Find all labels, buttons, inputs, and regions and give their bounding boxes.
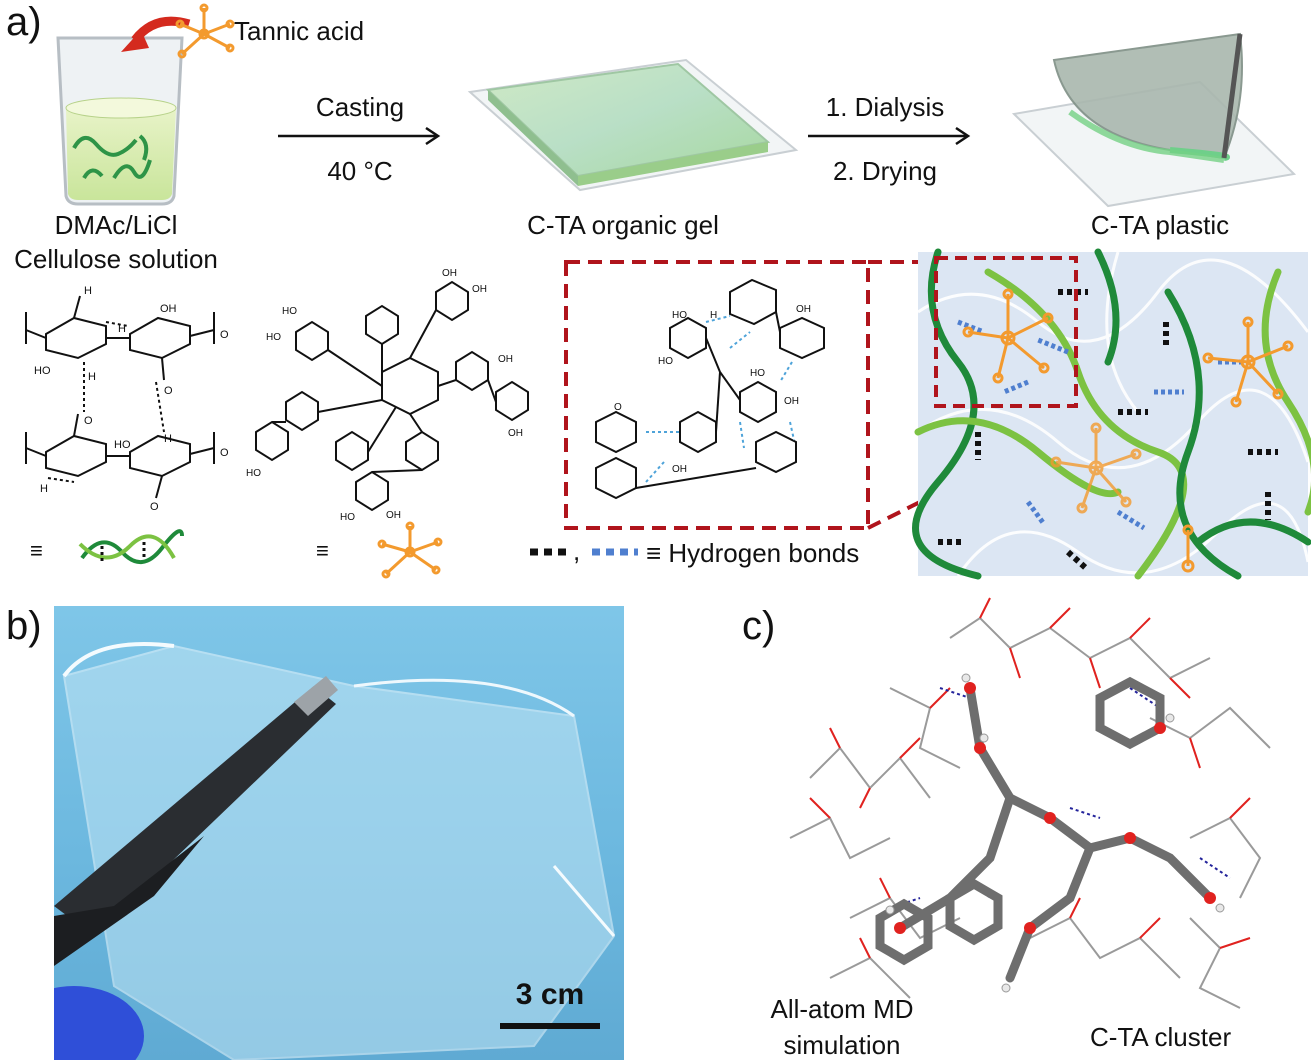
dialysis-label: 1. Dialysis xyxy=(825,92,945,122)
panel-c-letter: c) xyxy=(742,604,776,648)
svg-text:O: O xyxy=(220,447,229,459)
cellulose-chain-icon xyxy=(78,529,184,564)
hbond-legend-swatches xyxy=(530,548,638,556)
svg-text:OH: OH xyxy=(386,510,401,521)
tannic-acid-structure: OH OH HO HO OH OH HO HO OH xyxy=(246,268,529,523)
md-simulation-render xyxy=(789,597,1271,1009)
tannic-acid-label: Tannic acid xyxy=(234,16,365,46)
tannic-acid-icon-small xyxy=(377,521,443,579)
gel-label: C-TA organic gel xyxy=(527,210,719,240)
svg-text:H: H xyxy=(710,310,717,321)
solution-label-line1: DMAc/LiCl xyxy=(54,210,178,240)
beaker-illustration xyxy=(56,36,184,206)
plastic-film-illustration xyxy=(1011,32,1297,208)
tannic-acid-icon xyxy=(175,3,235,59)
scale-bar-label: 3 cm xyxy=(515,978,585,1011)
cluster-label: C-TA cluster xyxy=(1090,1022,1232,1052)
equiv-symbol-cellulose: ≡ xyxy=(30,538,43,563)
svg-text:HO: HO xyxy=(750,368,765,379)
gel-slab-illustration xyxy=(467,58,799,192)
temperature-label: 40 °C xyxy=(327,156,393,186)
legend-separator: , xyxy=(573,536,581,566)
svg-text:OH: OH xyxy=(672,464,687,475)
casting-arrow xyxy=(278,126,441,146)
svg-text:H: H xyxy=(88,371,96,383)
svg-text:OH: OH xyxy=(508,428,523,439)
svg-text:O: O xyxy=(84,415,93,427)
svg-text:HO: HO xyxy=(282,306,297,317)
svg-text:HO: HO xyxy=(672,310,687,321)
svg-text:HO: HO xyxy=(246,468,261,479)
drying-label: 2. Drying xyxy=(832,156,938,186)
svg-text:HO: HO xyxy=(114,439,131,451)
panel-a-letter: a) xyxy=(6,0,42,44)
solution-label-line2: Cellulose solution xyxy=(14,244,218,274)
casting-label: Casting xyxy=(315,92,405,122)
svg-text:O: O xyxy=(614,402,622,413)
md-label-line1: All-atom MD xyxy=(770,994,914,1024)
svg-text:O: O xyxy=(150,501,159,513)
svg-text:O: O xyxy=(164,385,173,397)
panel-b-letter: b) xyxy=(6,604,42,648)
svg-text:HO: HO xyxy=(266,332,281,343)
svg-text:HO: HO xyxy=(658,356,673,367)
network-schematic xyxy=(912,248,1311,580)
plastic-label: C-TA plastic xyxy=(1090,210,1230,240)
svg-text:OH: OH xyxy=(784,396,799,407)
hydrogen-bonds-legend: ≡ Hydrogen bonds xyxy=(646,538,860,568)
svg-text:HO: HO xyxy=(340,512,355,523)
svg-text:H: H xyxy=(40,483,48,495)
equiv-symbol-tannic: ≡ xyxy=(316,538,329,563)
tweezers xyxy=(54,676,338,966)
dialysis-arrow xyxy=(808,126,971,146)
svg-text:H: H xyxy=(84,285,92,297)
md-label-line2: simulation xyxy=(783,1030,901,1060)
svg-text:H: H xyxy=(118,323,126,335)
svg-text:OH: OH xyxy=(796,304,811,315)
svg-text:H: H xyxy=(164,433,172,445)
svg-text:HO: HO xyxy=(34,365,51,377)
svg-text:OH: OH xyxy=(472,284,487,295)
film-photo: 3 cm xyxy=(54,606,624,1060)
film-photo-drawing xyxy=(54,642,616,1060)
svg-text:OH: OH xyxy=(160,303,177,315)
svg-text:OH: OH xyxy=(442,268,457,279)
svg-text:O: O xyxy=(220,329,229,341)
svg-text:OH: OH xyxy=(498,354,513,365)
